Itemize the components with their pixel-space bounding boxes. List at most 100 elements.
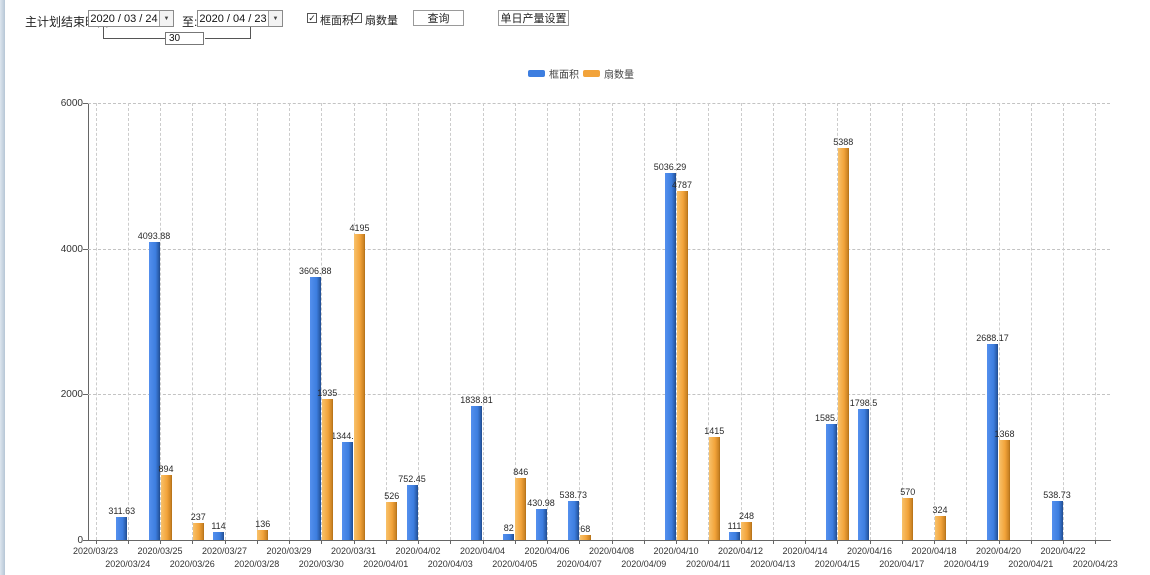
bar-框面积-2020/04/10[interactable] <box>664 173 676 540</box>
bar-框面积-2020/04/07[interactable] <box>567 500 579 540</box>
x-axis-tick-label: 2020/04/23 <box>1072 559 1118 569</box>
bar-扇数量-2020/03/30[interactable] <box>321 399 333 540</box>
chevron-down-icon[interactable]: ▼ <box>268 11 282 26</box>
connector-line <box>103 27 104 39</box>
x-axis-tick-label: 2020/04/11 <box>686 559 731 569</box>
bar-框面积-2020/04/22[interactable] <box>1051 500 1063 540</box>
bar-扇数量-2020/04/12[interactable] <box>741 521 752 540</box>
chevron-down-icon[interactable]: ▼ <box>159 11 173 26</box>
x-axis-tick-label: 2020/03/30 <box>298 559 344 569</box>
x-axis-tick-label: 2020/04/06 <box>524 546 570 556</box>
bar-扇数量-2020/03/28[interactable] <box>257 530 269 540</box>
x-axis-tick <box>450 540 452 544</box>
x-axis-tick <box>934 540 935 544</box>
bar-value-label: 538.73 <box>1043 489 1071 500</box>
bar-value-label: 82 <box>503 523 514 534</box>
v-gridline <box>611 103 613 540</box>
bar-扇数量-2020/03/25[interactable] <box>160 474 172 540</box>
x-axis-tick <box>321 540 323 544</box>
date-to-picker[interactable]: 2020 / 04 / 23 ▼ <box>197 10 283 27</box>
bar-框面积-2020/04/16[interactable] <box>858 409 869 540</box>
x-axis-tick <box>256 540 258 544</box>
bar-扇数量-2020/04/18[interactable] <box>934 516 946 540</box>
bar-value-label: 114 <box>211 520 226 531</box>
x-axis-tick <box>127 540 129 544</box>
bar-扇数量-2020/04/17[interactable] <box>902 498 914 540</box>
interval-days-input[interactable] <box>165 32 204 45</box>
x-axis-tick-label: 2020/04/13 <box>750 559 796 569</box>
h-gridline <box>88 103 1110 104</box>
bar-框面积-2020/04/12[interactable] <box>729 531 740 540</box>
to-label: 至: <box>182 15 198 29</box>
bar-框面积-2020/03/24[interactable] <box>116 517 128 540</box>
x-axis-tick <box>547 540 548 544</box>
x-axis-tick <box>837 540 839 544</box>
x-axis-tick-label: 2020/04/09 <box>621 559 667 569</box>
bar-框面积-2020/04/02[interactable] <box>406 485 418 540</box>
bar-value-label: 5036.29 <box>653 162 687 173</box>
bar-扇数量-2020/03/26[interactable] <box>192 522 204 540</box>
x-axis-tick-label: 2020/04/20 <box>975 546 1022 556</box>
bar-框面积-2020/03/27[interactable] <box>213 531 224 540</box>
checkbox-sash-count[interactable]: ✓ <box>352 13 362 23</box>
v-gridline <box>740 103 742 540</box>
v-gridline <box>289 103 290 540</box>
bar-扇数量-2020/04/05[interactable] <box>515 478 527 540</box>
bar-value-label: 5388 <box>833 136 854 147</box>
bar-扇数量-2020/04/20[interactable] <box>999 440 1010 540</box>
x-axis-tick <box>418 540 419 544</box>
date-from-picker[interactable]: 2020 / 03 / 24 ▼ <box>88 10 174 27</box>
bar-框面积-2020/04/06[interactable] <box>535 508 547 540</box>
x-axis-tick <box>901 540 903 544</box>
bar-value-label: 1368 <box>994 429 1015 440</box>
connector-line <box>103 38 165 39</box>
bar-框面积-2020/03/25[interactable] <box>148 241 160 540</box>
bar-框面积-2020/03/30[interactable] <box>309 277 321 540</box>
x-axis-tick <box>1063 540 1064 544</box>
bar-value-label: 3606.88 <box>298 266 332 277</box>
query-button[interactable]: 查询 <box>413 10 464 26</box>
bar-框面积-2020/04/20[interactable] <box>987 344 998 540</box>
x-axis-tick-label: 2020/04/17 <box>879 559 925 569</box>
date-from-value: 2020 / 03 / 24 <box>90 12 158 25</box>
v-gridline <box>482 103 484 540</box>
legend-swatch-orange <box>583 69 600 77</box>
bar-扇数量-2020/04/15[interactable] <box>837 147 849 540</box>
bar-value-label: 111 <box>727 520 742 531</box>
bar-value-label: 430.98 <box>527 497 555 508</box>
x-axis-tick-label: 2020/04/01 <box>363 559 409 569</box>
bar-扇数量-2020/04/10[interactable] <box>676 191 688 540</box>
v-gridline <box>998 103 1000 540</box>
bar-扇数量-2020/04/11[interactable] <box>708 436 720 540</box>
bar-value-label: 570 <box>900 487 916 498</box>
daily-output-settings-button[interactable]: 单日产量设置 <box>498 10 569 26</box>
v-gridline <box>160 103 161 540</box>
v-gridline <box>256 103 258 540</box>
legend-item-sash-count[interactable]: 扇数量 <box>583 67 634 81</box>
v-gridline <box>772 103 774 540</box>
x-axis-tick <box>160 540 161 544</box>
x-axis-tick <box>514 540 516 544</box>
legend-item-frame-area[interactable]: 框面积 <box>528 67 579 81</box>
y-axis-tick <box>83 248 88 250</box>
x-axis-line <box>88 540 1111 541</box>
x-axis-tick-label: 2020/03/24 <box>105 559 151 569</box>
bar-框面积-2020/04/04[interactable] <box>471 406 482 540</box>
checkbox-frame-area[interactable]: ✓ <box>307 13 317 23</box>
checkbox-frame-area-label: 框面积 <box>320 15 353 27</box>
bar-扇数量-2020/03/31[interactable] <box>354 234 365 540</box>
x-axis-tick-label: 2020/03/23 <box>72 546 119 556</box>
bar-框面积-2020/04/15[interactable] <box>825 424 837 540</box>
bar-扇数量-2020/04/07[interactable] <box>579 535 591 540</box>
bar-value-label: 1798.5 <box>849 398 878 408</box>
v-gridline <box>643 103 645 540</box>
v-gridline <box>901 103 903 540</box>
bar-value-label: 68 <box>580 524 591 535</box>
bar-框面积-2020/04/05[interactable] <box>503 534 515 540</box>
v-gridline <box>805 103 806 540</box>
bar-框面积-2020/03/31[interactable] <box>342 442 353 540</box>
bar-扇数量-2020/04/01[interactable] <box>386 501 398 540</box>
x-axis-tick <box>385 540 387 544</box>
legend-swatch-blue <box>528 69 545 77</box>
x-axis-tick-label: 2020/03/28 <box>234 559 280 569</box>
